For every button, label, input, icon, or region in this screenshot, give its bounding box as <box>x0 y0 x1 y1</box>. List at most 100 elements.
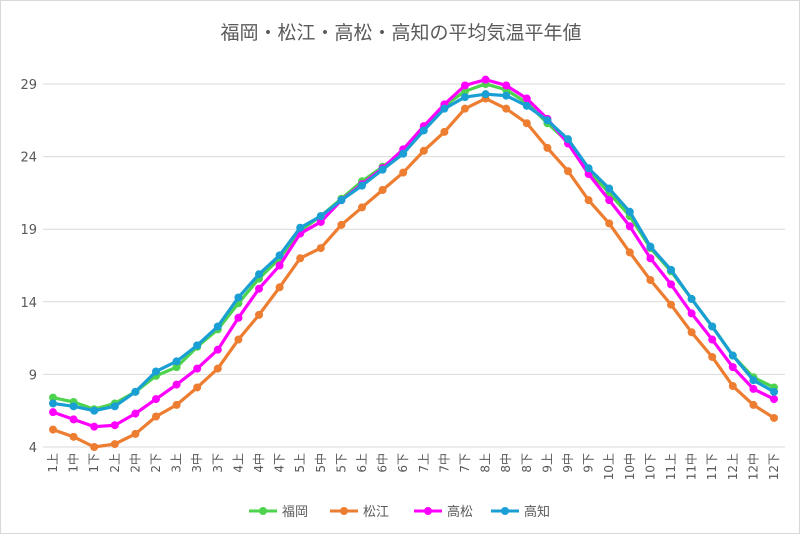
data-point <box>522 101 531 110</box>
data-point <box>708 335 717 344</box>
x-tick-label: 8下 <box>520 453 534 473</box>
y-tick-label: 24 <box>20 151 37 166</box>
x-tick-label: 9上 <box>540 453 554 473</box>
data-point <box>110 402 119 411</box>
data-point <box>522 119 531 128</box>
x-tick-label: 9下 <box>582 453 596 473</box>
data-point <box>502 104 511 113</box>
data-point <box>584 164 593 173</box>
data-point <box>667 265 675 274</box>
data-point <box>378 165 387 174</box>
data-point <box>172 380 181 389</box>
x-tick-label: 7下 <box>458 453 472 473</box>
x-tick-label: 7中 <box>436 453 451 473</box>
x-tick-label: 2下 <box>149 453 163 473</box>
data-point <box>234 293 243 302</box>
data-point <box>543 116 552 125</box>
data-point <box>749 400 758 409</box>
data-point <box>213 322 222 331</box>
data-point <box>69 432 78 441</box>
data-point <box>316 217 325 226</box>
data-point <box>275 261 284 270</box>
x-tick-label: 12下 <box>767 453 781 480</box>
data-point <box>708 352 717 361</box>
data-point <box>625 248 634 257</box>
x-tick-label: 8中 <box>498 453 513 473</box>
data-point <box>399 149 408 158</box>
data-point <box>564 135 572 144</box>
data-point <box>481 75 490 84</box>
data-point <box>90 443 99 451</box>
x-tick-label: 4上 <box>231 453 245 473</box>
y-tick-label: 19 <box>20 223 37 238</box>
data-point <box>131 409 140 418</box>
data-point <box>667 300 675 309</box>
data-point <box>172 363 181 372</box>
data-point <box>234 335 243 344</box>
data-point <box>419 126 428 135</box>
x-tick-label: 5中 <box>313 453 328 473</box>
data-point <box>770 395 778 404</box>
data-point <box>543 143 552 152</box>
data-point <box>625 207 634 216</box>
series-lines <box>49 75 778 451</box>
data-point <box>110 440 119 449</box>
legend-marker <box>340 507 348 515</box>
data-point <box>461 81 469 90</box>
data-point <box>605 219 614 228</box>
data-point <box>358 203 366 212</box>
data-point <box>193 383 202 392</box>
x-tick-label: 6下 <box>396 453 410 473</box>
legend-item: 松江 <box>330 505 389 520</box>
x-tick-label: 11下 <box>705 453 719 480</box>
legend-label: 松江 <box>363 505 389 520</box>
data-point <box>275 283 284 292</box>
legend-marker <box>259 507 267 515</box>
data-point <box>687 328 696 337</box>
data-point <box>749 376 758 385</box>
x-tick-label: 3中 <box>189 453 204 473</box>
data-point <box>440 104 449 113</box>
legend-label: 高知 <box>524 504 550 520</box>
data-point <box>646 242 655 251</box>
x-tick-label: 12中 <box>745 453 760 480</box>
data-point <box>646 276 655 285</box>
data-point <box>152 367 160 376</box>
data-point <box>605 184 614 193</box>
data-point <box>255 284 263 293</box>
data-point <box>172 357 181 366</box>
x-tick-label: 1上 <box>46 453 60 473</box>
data-point <box>564 167 572 176</box>
data-point <box>749 384 758 393</box>
series-松江 <box>49 94 778 451</box>
data-point <box>131 387 140 396</box>
y-tick-label: 4 <box>29 441 37 456</box>
data-point <box>49 408 57 417</box>
y-tick-label: 29 <box>20 78 37 93</box>
data-point <box>378 185 387 194</box>
data-point <box>770 413 778 422</box>
data-point <box>337 196 346 205</box>
legend-item: 福岡 <box>249 505 308 520</box>
data-point <box>646 254 655 263</box>
x-tick-labels: 1上 1中 1下 2上 2中 2下 3上 3中 3下 4上 4中 4下 5上 5中 5下 6上 6中 6下 7上 7中… <box>46 453 781 480</box>
data-point <box>131 429 140 438</box>
gridlines <box>43 83 785 448</box>
legend-item: 高知 <box>491 504 550 520</box>
data-point <box>90 406 99 415</box>
data-point <box>358 181 366 190</box>
data-point <box>172 400 181 409</box>
legend-marker <box>424 507 432 515</box>
series-line <box>52 78 775 429</box>
series-高知 <box>49 90 778 415</box>
x-tick-label: 10上 <box>602 453 616 480</box>
data-point <box>152 412 160 421</box>
data-point <box>255 310 263 319</box>
x-tick-label: 3上 <box>170 453 184 473</box>
data-point <box>193 341 202 350</box>
data-point <box>522 94 531 103</box>
data-point <box>213 364 222 373</box>
x-tick-label: 7上 <box>417 453 431 473</box>
data-point <box>49 399 57 408</box>
data-point <box>481 90 490 99</box>
